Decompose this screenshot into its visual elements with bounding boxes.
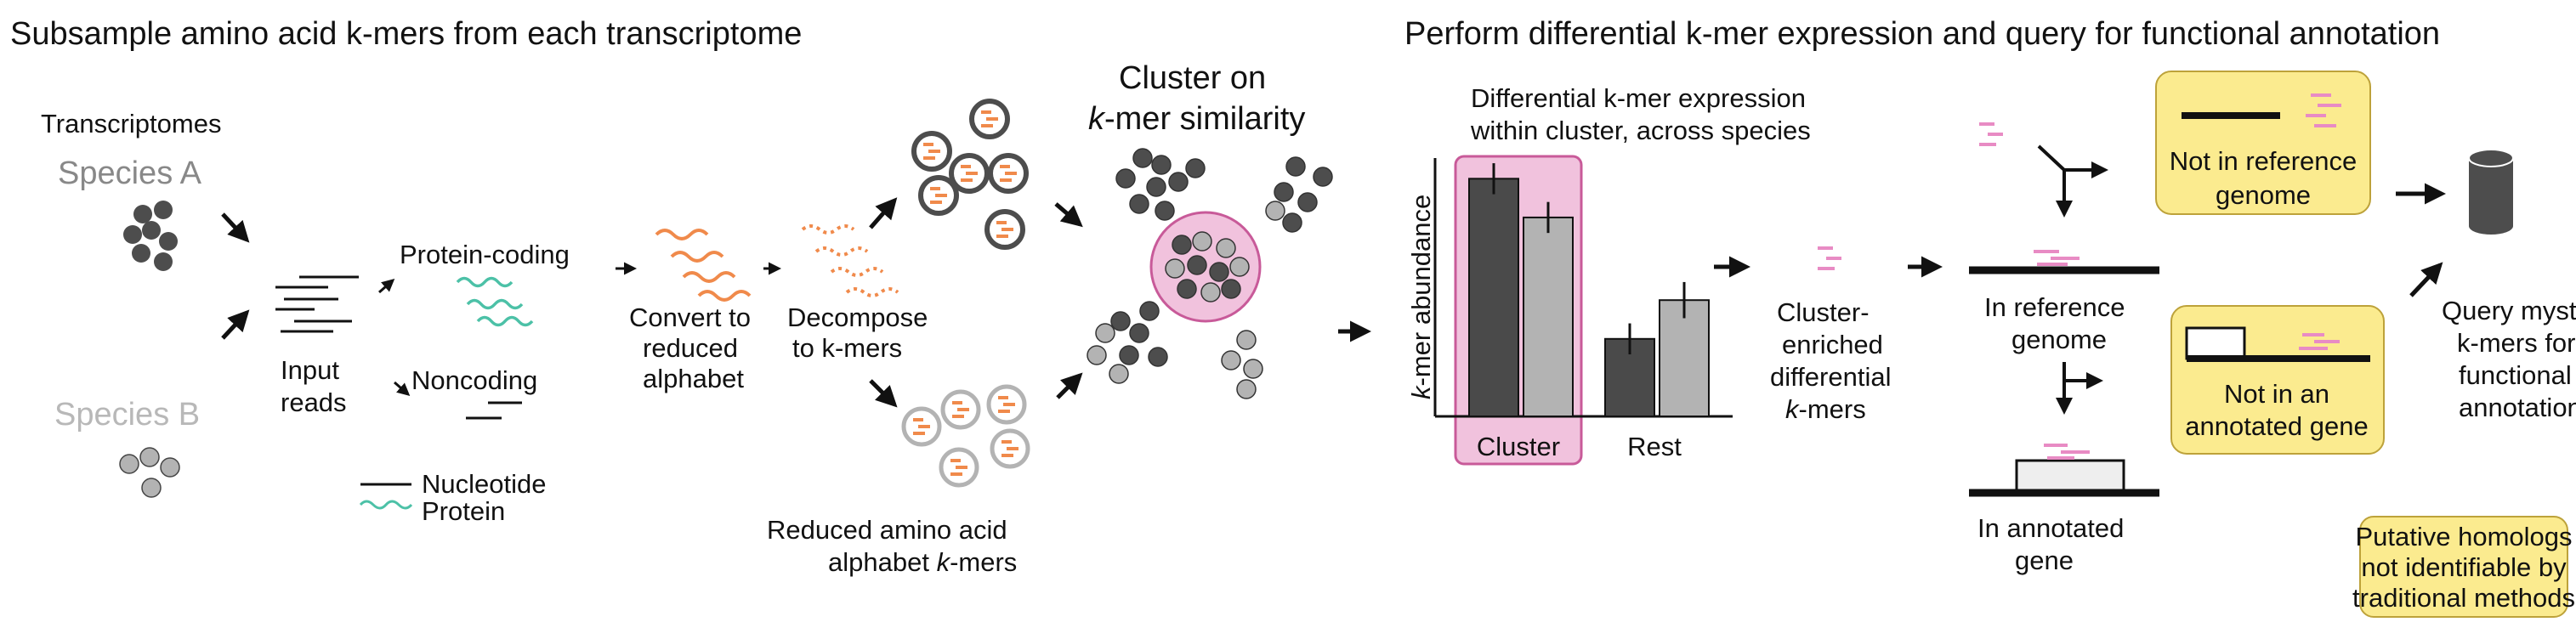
in-annotated-line1: In annotated	[1977, 513, 2124, 543]
arrow-to-top-kmers	[869, 197, 898, 229]
in-reference-line2: genome	[2011, 325, 2107, 354]
query-kmers-icon	[1977, 122, 2005, 146]
arrow-a-to-reads	[221, 212, 250, 243]
noncoding-lines	[466, 401, 522, 420]
putative-homologs-box: Putative homologs not identifiable by tr…	[2352, 516, 2575, 618]
protein-coding-label: Protein-coding	[400, 240, 570, 269]
convert-line1: Convert to	[629, 303, 751, 332]
arrow-to-bottom-kmers	[869, 379, 898, 408]
reference-genome-track	[1969, 250, 2159, 274]
bar-cluster-1	[1468, 178, 1519, 417]
diff-title-line1: Differential k-mer expression	[1471, 83, 1806, 113]
decompose-line1: Decompose	[787, 303, 928, 332]
database-icon	[2468, 149, 2514, 235]
in-annotated-line2: gene	[2015, 546, 2074, 575]
cluster-title-line1: Cluster on	[1119, 60, 1266, 96]
enriched-kmers-icon	[1816, 246, 1843, 270]
convert-line2: reduced	[643, 333, 738, 363]
putative-line2: not identifiable by	[2361, 552, 2567, 582]
input-reads-line2: reads	[281, 387, 347, 417]
diff-title-line2: within cluster, across species	[1470, 116, 1811, 145]
legend-nucleotide: Nucleotide	[422, 469, 546, 499]
noncoding-label: Noncoding	[411, 365, 537, 395]
not-in-annotated-line1: Not in an	[2224, 379, 2329, 409]
enriched-line3: differential	[1770, 362, 1891, 392]
input-reads-lines	[275, 275, 359, 333]
query-line3: functional	[2459, 360, 2572, 390]
decompose-line2: to k-mers	[792, 333, 902, 363]
annotated-gene-track	[1969, 444, 2159, 497]
species-a-label: Species A	[58, 156, 202, 191]
query-line1: Query mystery	[2442, 296, 2576, 325]
cluster-title-line2: k-mer similarity	[1088, 101, 1305, 137]
protein-coding-waves	[456, 276, 534, 327]
arrow-bottom-to-cluster	[1056, 372, 1083, 399]
enriched-line4: k-mers	[1785, 394, 1866, 424]
right-panel-title: Perform differential k-mer expression an…	[1404, 16, 2440, 52]
query-line2: k-mers for	[2457, 328, 2576, 358]
putative-line3: traditional methods	[2352, 583, 2575, 613]
enriched-line2: enriched	[1782, 330, 1883, 359]
reduced-kmers-line1: Reduced amino acid	[767, 515, 1007, 545]
arrow-to-protein-coding	[378, 279, 395, 294]
input-reads-line1: Input	[281, 355, 339, 385]
arrow-to-database-bottom	[2409, 262, 2443, 297]
not-in-annotated-line2: annotated gene	[2185, 411, 2369, 441]
decision-branch-bottom	[2056, 362, 2103, 415]
kmer-fragments	[801, 224, 899, 297]
reduced-alphabet-waves	[655, 229, 752, 302]
arrow-to-noncoding	[394, 381, 411, 396]
reduced-kmers-line2: alphabet k-mers	[828, 547, 1017, 577]
kmer-circles-species-b	[901, 384, 1030, 488]
category-label-cluster: Cluster	[1477, 432, 1560, 461]
legend-protein-wave	[359, 500, 413, 510]
kmer-circles-species-a	[911, 99, 1029, 250]
arrow-b-to-reads	[221, 309, 250, 340]
transcriptomes-label: Transcriptomes	[41, 109, 221, 139]
not-in-reference-line1: Not in reference	[2170, 146, 2358, 176]
species-a-dots	[123, 201, 178, 271]
not-in-annotated-box: Not in an annotated gene	[2170, 305, 2385, 455]
in-reference-line1: In reference	[1984, 292, 2125, 322]
not-in-reference-line2: genome	[2216, 180, 2311, 210]
decision-branch-top	[2037, 144, 2108, 218]
cluster-scatter-dots	[1087, 148, 1333, 399]
bar-cluster-2	[1523, 216, 1574, 417]
y-axis-label: k-mer abundance	[1406, 195, 1436, 399]
species-b-dots	[119, 447, 180, 498]
species-b-label: Species B	[54, 397, 200, 433]
putative-line1: Putative homologs	[2355, 522, 2572, 551]
kmer-abundance-chart: k-mer abundance Cluster Rest	[1406, 155, 1733, 466]
convert-line3: alphabet	[643, 364, 744, 393]
arrow-top-to-cluster	[1054, 202, 1083, 228]
left-panel-title: Subsample amino acid k-mers from each tr…	[10, 16, 802, 52]
category-label-rest: Rest	[1627, 432, 1682, 461]
not-in-reference-box: Not in reference genome	[2155, 71, 2371, 215]
enriched-line1: Cluster-	[1777, 297, 1870, 327]
pink-cluster	[1149, 211, 1262, 323]
query-line4: annotation	[2459, 393, 2576, 422]
legend-protein: Protein	[422, 496, 505, 526]
